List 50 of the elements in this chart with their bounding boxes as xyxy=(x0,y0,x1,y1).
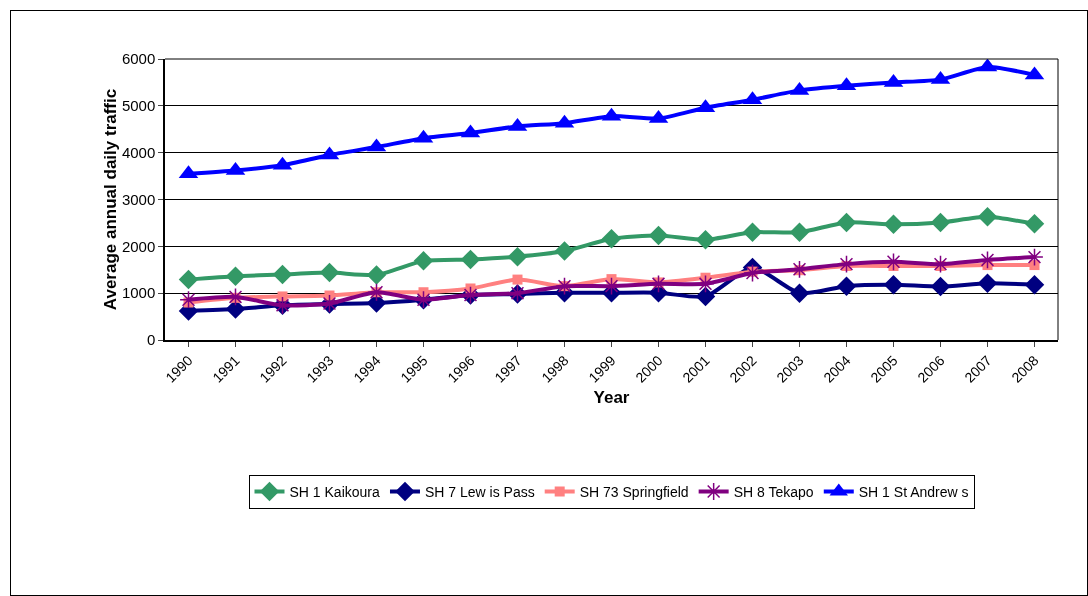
y-tick-label: 4000 xyxy=(121,143,156,161)
legend-label: SH 1 St Andrew s xyxy=(858,483,969,500)
point xyxy=(226,287,245,307)
point xyxy=(836,212,857,233)
y-tick-label: 3000 xyxy=(121,190,156,208)
legend-label: SH 7 Lew is Pass xyxy=(424,483,535,500)
point xyxy=(512,274,523,285)
point xyxy=(555,276,574,296)
point xyxy=(883,274,904,295)
point xyxy=(742,222,763,243)
y-tick-label: 0 xyxy=(146,331,156,349)
legend-label: SH 73 Springfield xyxy=(579,483,689,500)
point xyxy=(930,212,951,233)
legend-label: SH 8 Tekapo xyxy=(733,483,814,500)
point xyxy=(648,225,669,246)
point xyxy=(977,273,998,294)
point xyxy=(601,229,622,249)
point xyxy=(695,230,716,250)
y-axis-title: Average annual daily traffic xyxy=(100,88,120,311)
point xyxy=(272,264,293,285)
point xyxy=(1025,247,1044,267)
y-tick-label: 6000 xyxy=(121,50,156,68)
point xyxy=(1024,274,1045,295)
point xyxy=(602,276,621,296)
point xyxy=(277,291,288,302)
y-tick-label: 1000 xyxy=(121,284,156,302)
point xyxy=(695,286,716,307)
point xyxy=(836,276,857,296)
point xyxy=(743,263,762,283)
point xyxy=(930,276,951,297)
point xyxy=(319,262,340,283)
point xyxy=(883,214,904,235)
y-tick-label: 5000 xyxy=(121,97,156,115)
point xyxy=(1024,214,1045,234)
legend-label: SH 1 Kaikoura xyxy=(289,483,380,500)
point xyxy=(931,254,950,274)
point xyxy=(789,283,810,303)
point xyxy=(460,249,481,270)
point xyxy=(977,207,998,227)
point xyxy=(507,246,528,267)
point xyxy=(366,265,387,285)
point xyxy=(413,251,434,271)
point xyxy=(789,222,810,243)
point xyxy=(837,254,856,274)
y-tick-label: 2000 xyxy=(121,237,156,255)
point xyxy=(178,269,199,290)
x-axis-title: Year xyxy=(593,387,630,407)
point xyxy=(554,241,575,261)
point xyxy=(225,266,246,287)
point xyxy=(978,250,997,270)
